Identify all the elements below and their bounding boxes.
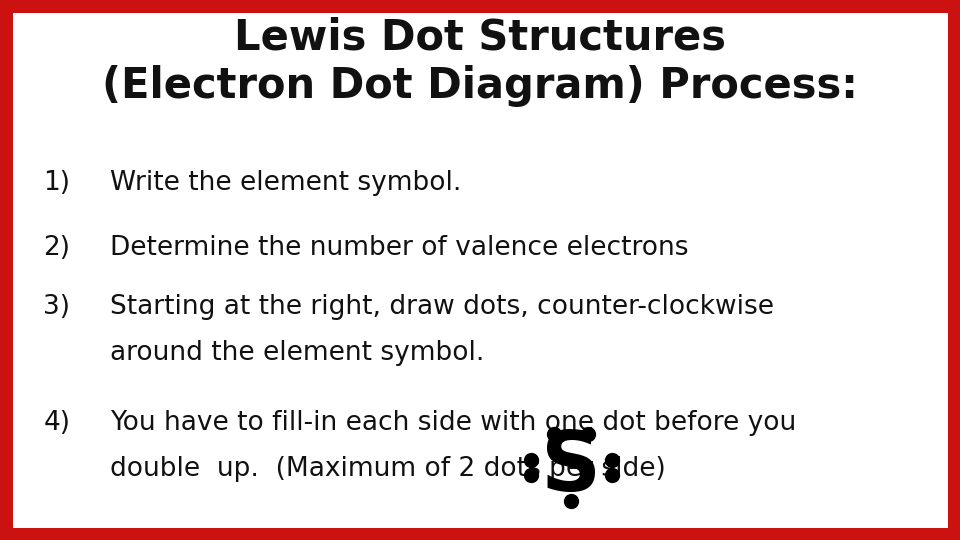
Point bbox=[604, 470, 619, 479]
Point bbox=[546, 429, 562, 438]
Text: You have to fill-in each side with one dot before you: You have to fill-in each side with one d… bbox=[110, 410, 797, 436]
Text: 1): 1) bbox=[43, 170, 70, 196]
Text: S: S bbox=[541, 427, 601, 508]
Text: double  up.  (Maximum of 2 dots per side): double up. (Maximum of 2 dots per side) bbox=[110, 456, 666, 482]
Point bbox=[523, 455, 539, 464]
Text: around the element symbol.: around the element symbol. bbox=[110, 340, 485, 366]
Point bbox=[523, 470, 539, 479]
Text: Write the element symbol.: Write the element symbol. bbox=[110, 170, 462, 196]
Text: Starting at the right, draw dots, counter-clockwise: Starting at the right, draw dots, counte… bbox=[110, 294, 775, 320]
Text: Determine the number of valence electrons: Determine the number of valence electron… bbox=[110, 235, 689, 261]
Text: Lewis Dot Structures
(Electron Dot Diagram) Process:: Lewis Dot Structures (Electron Dot Diagr… bbox=[102, 16, 858, 107]
Point bbox=[604, 455, 619, 464]
Point bbox=[564, 496, 579, 505]
Text: 4): 4) bbox=[43, 410, 70, 436]
Text: 2): 2) bbox=[43, 235, 70, 261]
Point bbox=[581, 429, 596, 438]
Text: 3): 3) bbox=[43, 294, 70, 320]
